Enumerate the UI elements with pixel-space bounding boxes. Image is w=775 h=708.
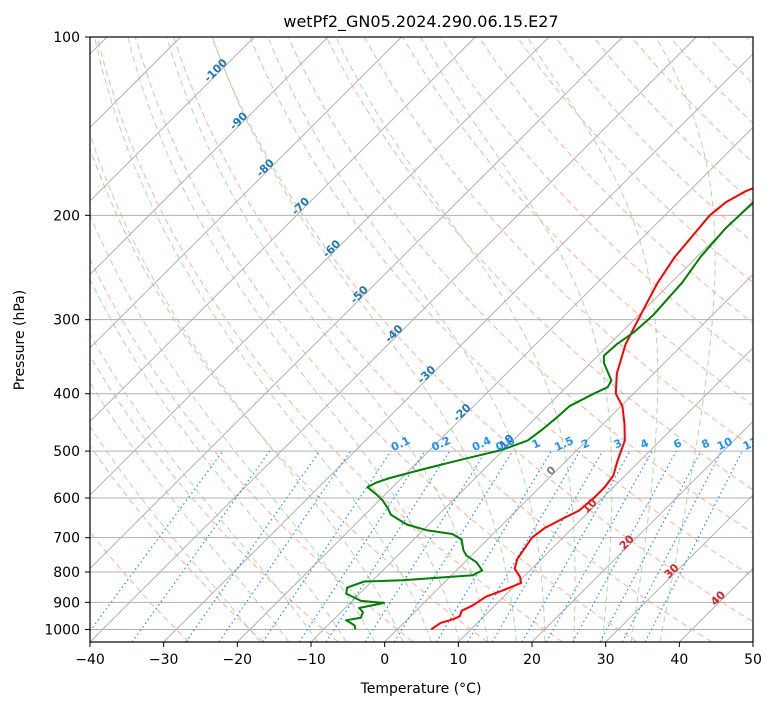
y-tick-label: 100 [53, 30, 80, 46]
isotherm-line [236, 126, 753, 642]
x-tick-label: −30 [149, 652, 179, 668]
series-layer [345, 187, 753, 631]
y-tick-label: 900 [53, 595, 80, 611]
mixing-ratio-line [298, 450, 426, 642]
grid-layer [90, 37, 753, 642]
isotherm-line [163, 53, 753, 642]
isotherm-line [90, 37, 476, 423]
mixing-ratio-line [435, 450, 552, 642]
chart-title: wetPf2_GN05.2024.290.06.15.E27 [283, 12, 558, 32]
x-tick-label: 50 [744, 652, 762, 668]
y-tick-label: 200 [53, 208, 80, 224]
moist-adiabat [526, 37, 659, 642]
y-tick-label: 300 [53, 313, 80, 329]
moist-adiabat [335, 37, 576, 642]
moist-adiabat [90, 425, 261, 642]
isotherm-line [605, 494, 753, 642]
mixing-ratio-line [131, 450, 271, 642]
mixing-ratio-line [599, 450, 702, 642]
mixing-ratio-label: 10 [715, 435, 735, 453]
mixing-ratio-line [521, 450, 631, 642]
mixing-ratio-line [545, 450, 653, 642]
moist-adiabat [420, 37, 613, 642]
moist-adiabat [90, 132, 404, 642]
moist-adiabat [90, 381, 290, 642]
dry-adiabat [249, 37, 753, 578]
isotherm-line [90, 37, 402, 349]
x-tick-label: −10 [296, 652, 326, 668]
dry-adiabat [90, 258, 414, 642]
moist-adiabat [655, 37, 716, 642]
y-tick-label: 700 [53, 531, 80, 547]
y-tick-label: 800 [53, 565, 80, 581]
dewpoint-line [345, 201, 753, 630]
x-axis-title: Temperature (°C) [360, 681, 482, 697]
y-tick-label: 500 [53, 444, 80, 460]
isotherm-line [90, 37, 697, 642]
isotherm-line [384, 273, 753, 642]
mixing-ratio-line [572, 450, 677, 642]
moist-adiabat [212, 37, 517, 642]
plot-frame [89, 36, 754, 643]
moist-adiabat [127, 37, 461, 642]
isotherm-line [90, 37, 255, 202]
temperature-line [430, 187, 753, 631]
x-tick-label: 30 [597, 652, 615, 668]
dry-adiabat [516, 37, 753, 284]
moist-adiabat [90, 333, 319, 642]
moist-adiabat [267, 37, 546, 642]
y-tick-label: 1000 [44, 622, 80, 638]
y-axis: 100 200 300 400 500 600 700 800 900 1000 [44, 30, 90, 638]
x-tick-label: 20 [523, 652, 541, 668]
mixing-ratio-line [491, 450, 604, 642]
dry-adiabat [325, 37, 753, 491]
moist-adiabat [166, 37, 489, 642]
moist-adiabat [90, 213, 376, 642]
mixing-ratio-label: 13 [741, 435, 760, 453]
mixing-ratio-line [466, 450, 581, 642]
mixing-ratio-line [185, 450, 321, 642]
isotherm-line [457, 347, 753, 642]
mixing-ratio-line [325, 450, 451, 642]
isotherm-line [90, 37, 623, 570]
isotherm-line [531, 420, 753, 642]
dry-adiabat [90, 445, 264, 642]
dry-adiabat [287, 37, 753, 534]
x-tick-label: −40 [75, 652, 105, 668]
moist-adiabat [94, 37, 432, 642]
reference-lines [90, 37, 753, 642]
dry-adiabat [173, 37, 712, 642]
mixing-ratio-line [364, 450, 487, 642]
y-tick-label: 400 [53, 387, 80, 403]
x-tick-label: −20 [223, 652, 253, 668]
isotherm-line [90, 37, 329, 276]
x-tick-label: 40 [670, 652, 688, 668]
x-tick-label: 10 [449, 652, 467, 668]
x-axis: −40 −30 −20 −10 0 10 20 30 40 50 [75, 642, 762, 668]
dry-adiabat [211, 37, 753, 623]
x-tick-label: 0 [380, 652, 389, 668]
isotherm-line [90, 37, 550, 496]
mixing-ratio-line [393, 450, 513, 642]
y-axis-title: Pressure (hPa) [12, 290, 28, 390]
dry-adiabat [96, 37, 563, 642]
moist-adiabat [90, 278, 347, 642]
y-tick-label: 600 [53, 491, 80, 507]
